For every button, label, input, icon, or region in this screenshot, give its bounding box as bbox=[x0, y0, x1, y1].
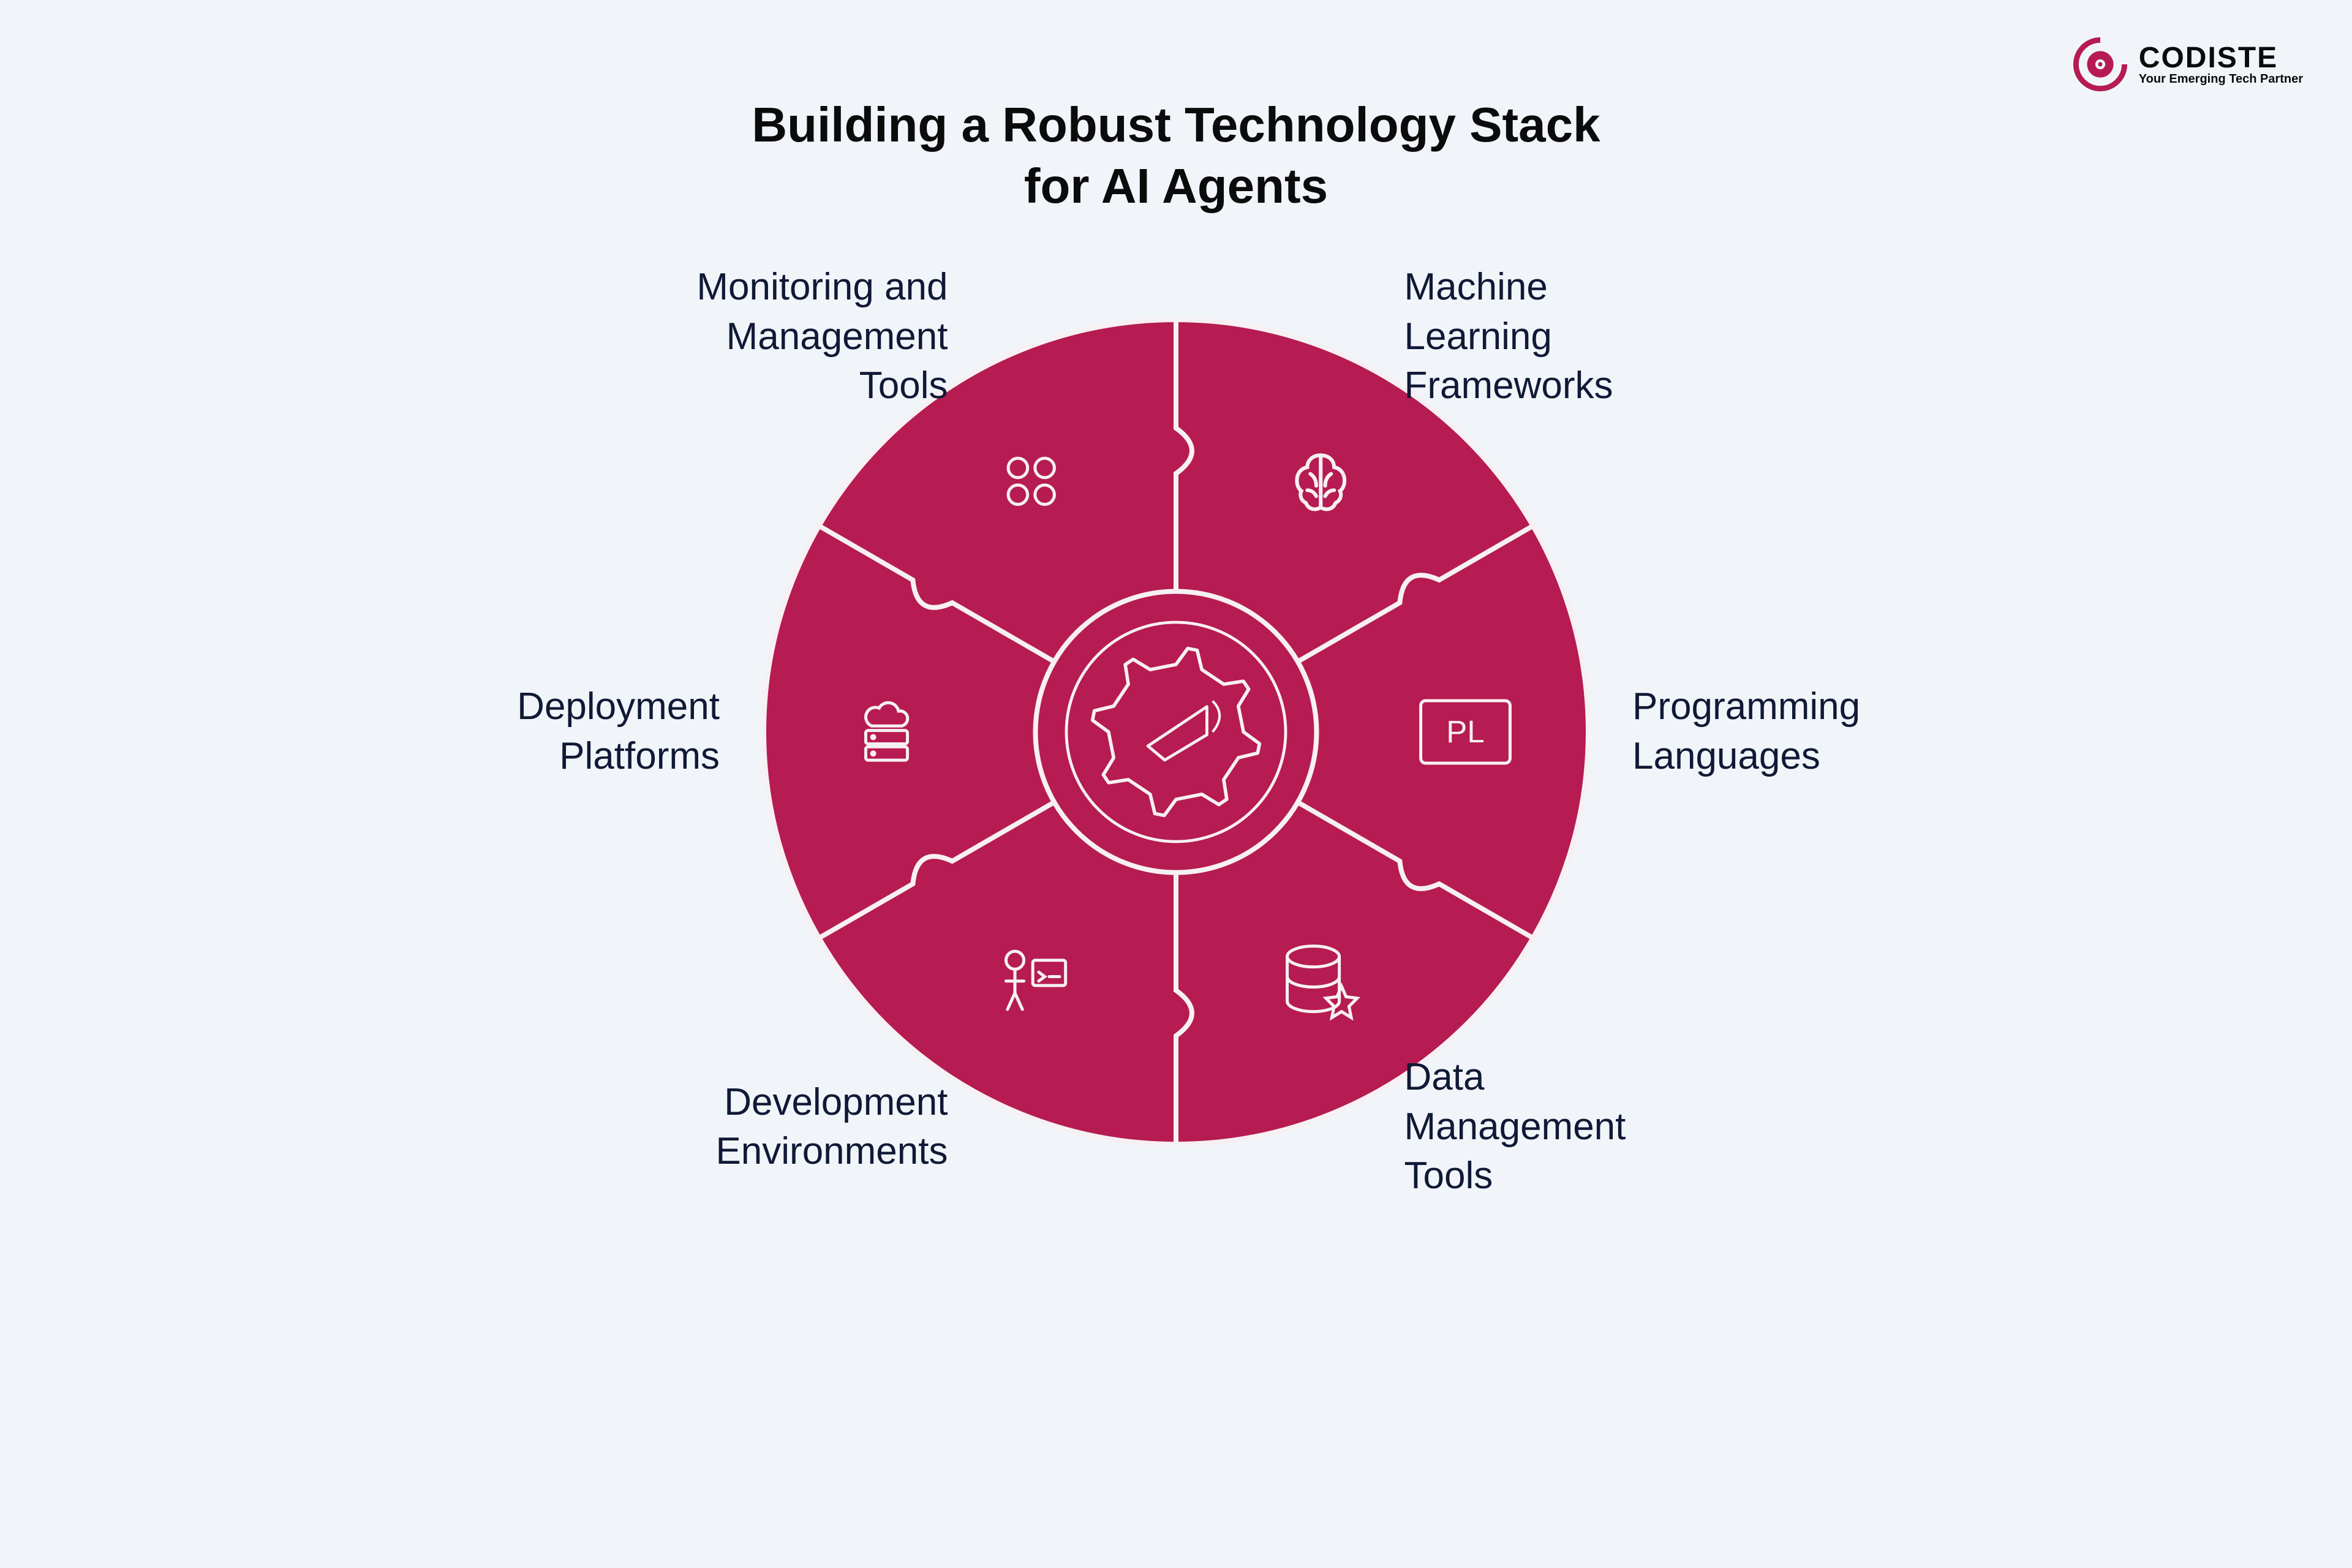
brand-mark-icon bbox=[2073, 37, 2128, 92]
brand-name: CODISTE bbox=[2139, 43, 2303, 73]
segment-label-line: Programming bbox=[1632, 682, 1860, 732]
segment-label-line: Management bbox=[1404, 1102, 1626, 1152]
segment-label-line: Languages bbox=[1632, 732, 1860, 782]
segment-label: ProgrammingLanguages bbox=[1632, 682, 1860, 781]
segment-label: MachineLearningFrameworks bbox=[1404, 263, 1613, 411]
segment-label-line: Learning bbox=[1404, 312, 1613, 362]
segment-label: Monitoring andManagementTools bbox=[696, 263, 948, 411]
segment-label-line: Development bbox=[715, 1078, 948, 1128]
brand-tagline: Your Emerging Tech Partner bbox=[2139, 73, 2303, 85]
segment-label-line: Tools bbox=[1404, 1152, 1626, 1201]
title-line-2: for AI Agents bbox=[0, 156, 2352, 217]
segment-label-line: Environments bbox=[715, 1127, 948, 1177]
segment-label-line: Deployment bbox=[517, 682, 720, 732]
segment-label-line: Management bbox=[696, 312, 948, 362]
canvas: CODISTE Your Emerging Tech Partner Build… bbox=[0, 0, 2352, 1568]
segment-label-line: Data bbox=[1404, 1053, 1626, 1102]
segment-label-line: Platforms bbox=[517, 732, 720, 782]
segment-label-line: Machine bbox=[1404, 263, 1613, 312]
wheel: PL bbox=[763, 318, 1589, 1145]
segment-label-line: Tools bbox=[696, 361, 948, 411]
segment-label: DevelopmentEnvironments bbox=[715, 1078, 948, 1177]
svg-text:PL: PL bbox=[1446, 714, 1484, 749]
wheel-svg: PL bbox=[763, 318, 1589, 1145]
page-title: Building a Robust Technology Stack for A… bbox=[0, 94, 2352, 217]
segment-label-line: Monitoring and bbox=[696, 263, 948, 312]
title-line-1: Building a Robust Technology Stack bbox=[0, 94, 2352, 156]
brand-logo: CODISTE Your Emerging Tech Partner bbox=[2073, 37, 2303, 92]
segment-label-line: Frameworks bbox=[1404, 361, 1613, 411]
segment-label: DeploymentPlatforms bbox=[517, 682, 720, 781]
segment-label: DataManagementTools bbox=[1404, 1053, 1626, 1201]
